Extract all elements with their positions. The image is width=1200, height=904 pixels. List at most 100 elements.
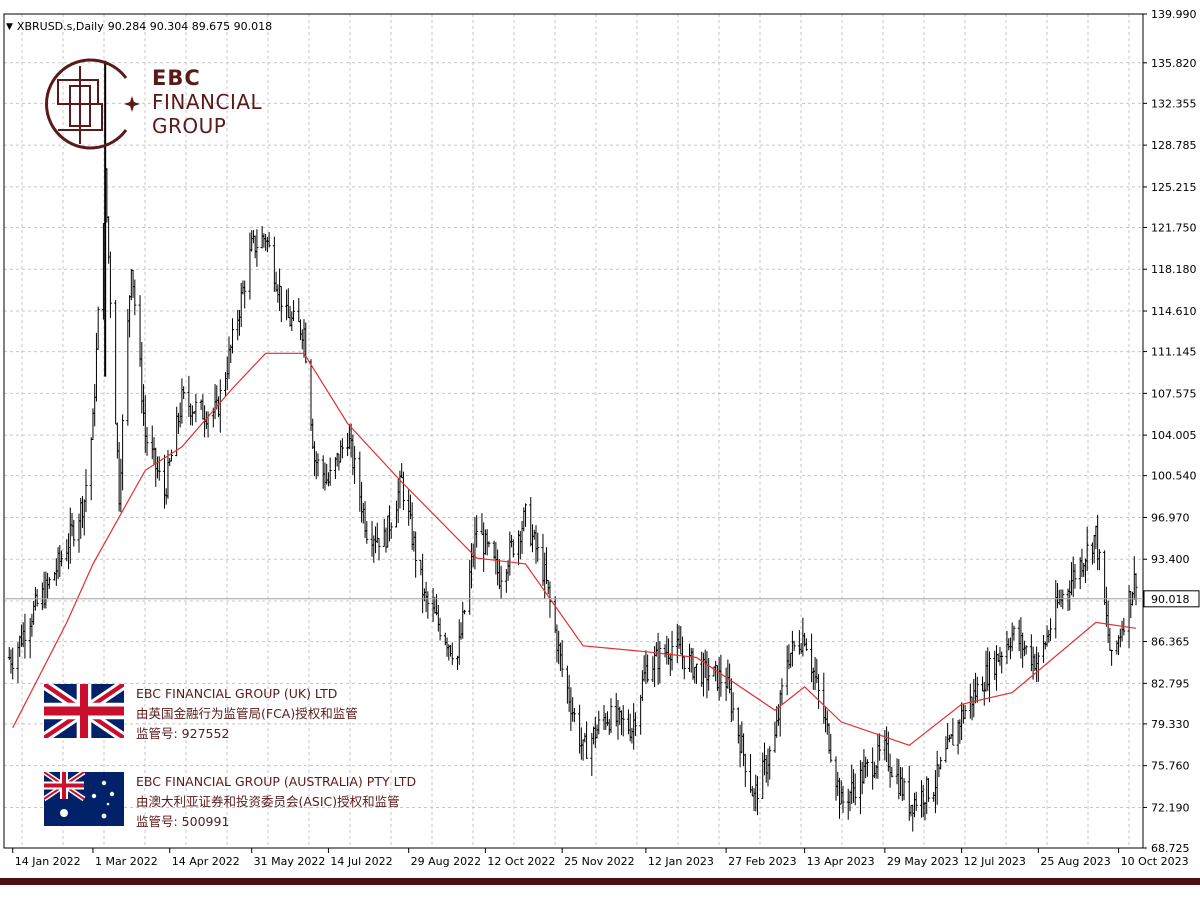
ohlc-bar xyxy=(644,650,648,685)
ohlc-bar xyxy=(182,386,186,400)
ohlc-bar xyxy=(792,640,796,651)
ohlc-bar xyxy=(389,522,393,539)
ebc-logo: EBC FINANCIAL GROUP xyxy=(40,56,280,152)
ohlc-bar xyxy=(642,655,646,682)
ohlc-bar xyxy=(764,755,768,783)
ohlc-bar xyxy=(876,733,880,779)
y-tick-label: 132.355 xyxy=(1151,97,1197,110)
ohlc-bar xyxy=(508,531,512,576)
regulator-uk-desc: 由英国金融行为监管局(FCA)授权和监管 xyxy=(136,706,358,721)
ohlc-bar xyxy=(180,378,184,424)
collapse-triangle-icon[interactable]: ▼ xyxy=(6,21,13,32)
ohlc-bar xyxy=(461,601,465,639)
ohlc-bar xyxy=(1085,526,1089,571)
ohlc-bar xyxy=(1056,583,1060,609)
ohlc-bar xyxy=(919,780,923,818)
ohlc-bar xyxy=(435,594,439,616)
ohlc-bar xyxy=(687,643,691,673)
ohlc-bar xyxy=(473,517,477,570)
ohlc-bar xyxy=(250,230,254,252)
ohlc-bar xyxy=(572,707,576,723)
ohlc-bar xyxy=(646,654,650,683)
ohlc-bar xyxy=(346,432,350,457)
x-tick-label: 14 Jul 2022 xyxy=(330,855,392,868)
ohlc-bar xyxy=(883,730,887,761)
ohlc-bar xyxy=(1132,556,1136,600)
ohlc-bar xyxy=(546,579,550,595)
ohlc-bar xyxy=(719,654,723,697)
y-tick-label: 125.215 xyxy=(1151,181,1197,194)
ohlc-bar xyxy=(408,494,412,520)
ohlc-bar xyxy=(994,645,998,691)
plot-frame xyxy=(3,13,1144,849)
ohlc-bar xyxy=(824,707,828,733)
ohlc-bar xyxy=(958,719,962,744)
ohlc-bar xyxy=(1071,556,1075,597)
ohlc-bar xyxy=(902,778,906,801)
ohlc-bar xyxy=(80,496,84,528)
ohlc-bar xyxy=(114,300,118,425)
au-flag-icon xyxy=(44,772,124,826)
ohlc-bar xyxy=(984,650,988,692)
ohlc-bar xyxy=(255,229,259,267)
ohlc-bar xyxy=(531,524,535,553)
ohlc-bar xyxy=(619,710,623,736)
ohlc-bar xyxy=(227,336,231,379)
y-tick-label: 111.145 xyxy=(1151,346,1197,359)
regulator-au-license: 监管号: 500991 xyxy=(136,814,230,829)
x-tick-label: 29 May 2023 xyxy=(887,855,959,868)
ohlc-bar xyxy=(292,300,296,321)
ohlc-bar xyxy=(353,445,357,484)
ohlc-bar xyxy=(932,791,936,802)
ohlc-bar xyxy=(468,559,472,615)
ohlc-bar xyxy=(937,764,941,778)
ohlc-bar xyxy=(1035,646,1039,682)
ohlc-bar xyxy=(790,630,794,667)
ohlc-bar xyxy=(1120,620,1124,642)
y-tick-label: 114.610 xyxy=(1151,305,1197,318)
ohlc-bar xyxy=(483,529,487,555)
ohlc-bar xyxy=(640,670,644,702)
ohlc-bar xyxy=(1019,617,1023,659)
ohlc-bar xyxy=(654,642,658,657)
ohlc-bar xyxy=(316,453,320,477)
ohlc-bar xyxy=(217,396,221,418)
ohlc-bar xyxy=(1127,585,1131,649)
ohlc-bar xyxy=(633,712,637,736)
ohlc-bar xyxy=(738,724,742,768)
ohlc-bar xyxy=(778,690,782,737)
ohlc-bar xyxy=(632,703,636,750)
ohlc-bar xyxy=(370,521,374,557)
ohlc-bar xyxy=(321,455,325,489)
ohlc-bar xyxy=(1092,534,1096,564)
ohlc-bar xyxy=(443,632,447,646)
ohlc-bar xyxy=(339,440,343,463)
ohlc-bar xyxy=(260,226,264,249)
ohlc-bar xyxy=(16,642,20,684)
x-tick-label: 25 Nov 2022 xyxy=(564,855,634,868)
ohlc-bar xyxy=(1021,632,1025,668)
logo-line2: FINANCIAL xyxy=(152,90,263,114)
ohlc-bar xyxy=(860,761,864,795)
ohlc-bar xyxy=(925,776,929,814)
ohlc-bar xyxy=(438,617,442,641)
ohlc-bar xyxy=(583,732,587,743)
ohlc-bar xyxy=(1083,558,1087,584)
ohlc-bar xyxy=(482,522,486,572)
ohlc-bar xyxy=(140,342,144,414)
ohlc-bar xyxy=(187,375,191,418)
ohlc-bar xyxy=(951,718,955,746)
ohlc-bar xyxy=(850,764,854,805)
ohlc-bar xyxy=(1008,637,1012,660)
ohlc-bar xyxy=(597,710,601,735)
ohlc-bar xyxy=(375,522,379,544)
x-tick-label: 31 May 2022 xyxy=(254,855,326,868)
ohlc-bar xyxy=(775,706,779,738)
ohlc-bar xyxy=(117,442,121,512)
y-tick-label: 121.750 xyxy=(1151,221,1197,234)
ohlc-bar xyxy=(766,748,770,787)
y-tick-label: 82.795 xyxy=(1151,677,1190,690)
logo-text: EBC FINANCIAL GROUP xyxy=(152,66,262,138)
ohlc-bar xyxy=(726,659,730,689)
ohlc-bar xyxy=(384,527,388,553)
